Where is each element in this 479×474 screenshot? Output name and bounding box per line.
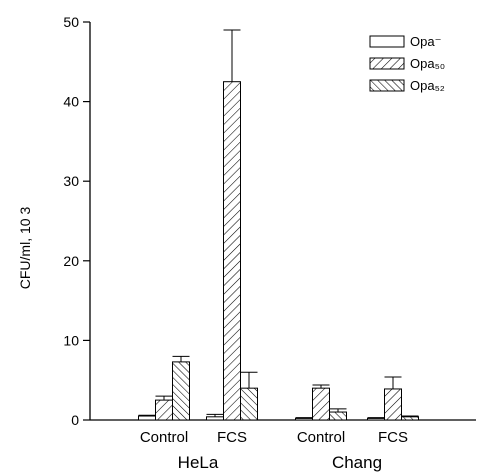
bar — [367, 417, 385, 421]
legend-label: Opa₅₂ — [410, 78, 445, 93]
y-tick-label: 0 — [71, 412, 79, 428]
category-label: FCS — [378, 429, 408, 446]
y-tick-label: 40 — [63, 94, 79, 110]
bar — [240, 387, 258, 421]
legend-label: Opa⁻ — [410, 34, 441, 49]
category-label: Control — [297, 429, 345, 446]
bars — [138, 29, 419, 421]
bar — [295, 417, 313, 421]
bar — [155, 399, 173, 421]
bar — [172, 361, 190, 421]
bar — [206, 416, 224, 421]
y-axis: 0 10 20 30 40 50 — [63, 14, 476, 428]
legend-label: Opa₅₀ — [410, 56, 445, 71]
y-tick-label: 20 — [63, 253, 79, 269]
y-tick-label: 30 — [63, 173, 79, 189]
bar — [312, 387, 330, 421]
group-label: HeLa — [178, 453, 219, 472]
legend: Opa⁻ Opa₅₀ Opa₅₂ — [369, 34, 445, 93]
bar — [401, 416, 419, 421]
bar — [384, 388, 402, 421]
x-axis-labels: Control FCS Control FCS HeLa Chang — [140, 429, 408, 472]
legend-swatch — [369, 35, 405, 48]
legend-swatch — [369, 79, 405, 92]
y-tick-label: 50 — [63, 14, 79, 30]
bar — [223, 81, 241, 421]
bar — [138, 415, 156, 421]
y-axis-label: CFU/ml, 10 3 — [17, 207, 33, 290]
category-label: FCS — [217, 429, 247, 446]
legend-swatch — [369, 57, 405, 70]
y-tick-label: 10 — [63, 332, 79, 348]
category-label: Control — [140, 429, 188, 446]
bar — [329, 411, 347, 421]
group-label: Chang — [332, 453, 382, 472]
